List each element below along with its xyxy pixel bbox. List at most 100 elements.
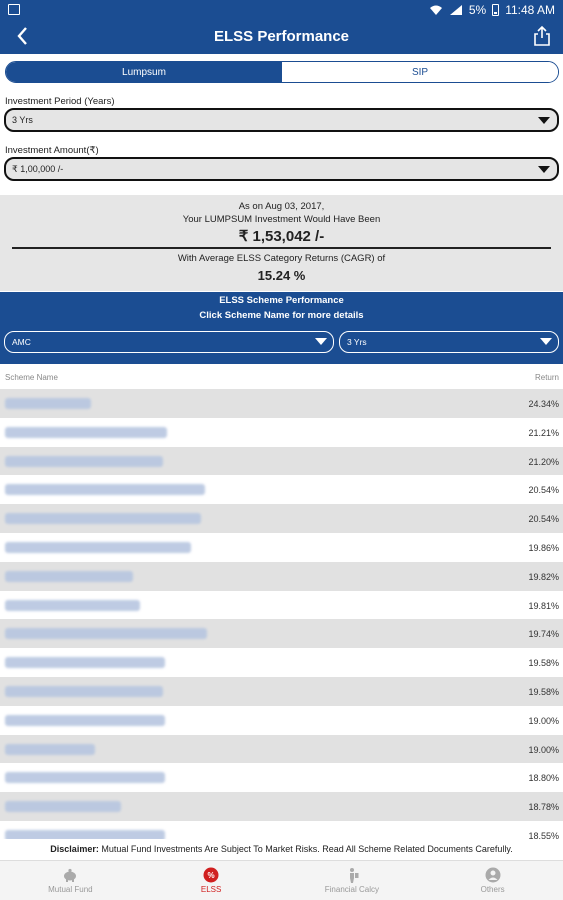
nav-label: Others	[480, 885, 505, 894]
chevron-down-icon	[538, 117, 550, 124]
investment-amount-value: ₹ 1,00,000 /-	[12, 163, 64, 174]
table-row[interactable]: 18.80%	[0, 763, 563, 793]
table-row[interactable]: 20.54%	[0, 475, 563, 505]
scheme-return: 20.54%	[528, 514, 559, 525]
final-amount: ₹ 1,53,042 /-	[238, 228, 325, 245]
scheme-list: 24.34% 21.21% 21.20% 20.54% 20.54% 19.86…	[0, 389, 563, 839]
battery-icon	[492, 4, 500, 16]
column-scheme-name: Scheme Name	[5, 373, 58, 382]
chevron-down-icon	[538, 166, 550, 173]
share-icon[interactable]	[533, 25, 551, 47]
table-row[interactable]: 19.58%	[0, 676, 563, 706]
user-icon	[485, 867, 501, 883]
tab-lumpsum[interactable]: Lumpsum	[6, 62, 282, 82]
scheme-return: 19.00%	[528, 744, 559, 755]
nav-label: Mutual Fund	[48, 885, 93, 894]
investment-amount-select[interactable]: ₹ 1,00,000 /-	[4, 157, 559, 181]
table-row[interactable]: 24.34%	[0, 389, 563, 418]
disclaimer: Disclaimer: Mutual Fund Investments Are …	[0, 840, 563, 860]
scheme-name-redacted[interactable]	[5, 599, 140, 611]
scheme-return: 19.58%	[528, 686, 559, 697]
table-row[interactable]: 18.55%	[0, 820, 563, 839]
app-bar: ELSS Performance	[0, 20, 563, 54]
table-row[interactable]: 21.21%	[0, 417, 563, 447]
investment-period-value: 3 Yrs	[12, 115, 33, 125]
wifi-icon	[429, 5, 442, 15]
scheme-name-redacted[interactable]	[5, 628, 207, 640]
table-row[interactable]: 19.00%	[0, 705, 563, 735]
table-row[interactable]: 19.58%	[0, 648, 563, 677]
amc-filter-value: AMC	[12, 337, 31, 347]
table-row[interactable]: 20.54%	[0, 504, 563, 533]
piggy-bank-icon	[64, 868, 77, 882]
scheme-name-redacted[interactable]	[5, 714, 165, 726]
scheme-name-redacted[interactable]	[5, 570, 133, 582]
scheme-return: 24.34%	[528, 399, 559, 409]
scheme-name-redacted[interactable]	[5, 801, 121, 813]
back-arrow-icon[interactable]	[12, 24, 34, 48]
scheme-return: 18.80%	[528, 773, 559, 784]
bottom-navigation: Mutual Fund % ELSS Financial Calcy Other…	[0, 860, 563, 900]
nav-others[interactable]: Others	[422, 861, 563, 900]
scheme-name-redacted[interactable]	[5, 685, 163, 697]
chevron-down-icon	[540, 338, 552, 345]
page-title: ELSS Performance	[213, 28, 350, 45]
period-filter-select[interactable]: 3 Yrs	[339, 331, 559, 353]
scheme-name-redacted[interactable]	[5, 426, 167, 438]
svg-text:%: %	[208, 871, 215, 880]
scheme-name-redacted[interactable]	[5, 541, 191, 553]
table-row[interactable]: 21.20%	[0, 446, 563, 476]
scheme-return: 18.55%	[528, 830, 559, 839]
table-row[interactable]: 19.74%	[0, 619, 563, 649]
scheme-return: 21.21%	[528, 427, 559, 438]
person-calc-icon	[349, 868, 359, 883]
nav-label: Financial Calcy	[324, 885, 379, 894]
scheme-return: 20.54%	[528, 485, 559, 496]
scheme-name-redacted[interactable]	[5, 398, 91, 409]
column-return: Return	[534, 373, 559, 382]
table-row[interactable]: 19.82%	[0, 561, 563, 591]
nav-elss[interactable]: % ELSS	[141, 861, 282, 900]
scheme-return: 19.74%	[528, 629, 559, 640]
investment-summary: As on Aug 03, 2017, Your LUMPSUM Investm…	[0, 195, 563, 291]
scheme-return: 21.20%	[528, 456, 559, 467]
scheme-return: 19.00%	[528, 715, 559, 726]
scheme-return: 19.58%	[528, 658, 559, 669]
scheme-performance-header: ELSS Scheme Performance Click Scheme Nam…	[0, 292, 563, 364]
scheme-name-redacted[interactable]	[5, 484, 205, 496]
disclaimer-label: Disclaimer:	[50, 844, 99, 854]
period-filter-value: 3 Yrs	[347, 337, 367, 347]
amc-filter-select[interactable]: AMC	[4, 331, 334, 353]
list-header: Scheme Name Return	[0, 364, 563, 389]
table-row[interactable]: 19.81%	[0, 590, 563, 620]
investment-period-select[interactable]: 3 Yrs	[4, 108, 559, 132]
summary-caption: Your LUMPSUM Investment Would Have Been	[182, 214, 381, 225]
clock: 11:48 AM	[505, 3, 555, 17]
scheme-return: 18.78%	[528, 802, 559, 813]
scheme-name-redacted[interactable]	[5, 772, 165, 784]
table-row[interactable]: 19.86%	[0, 532, 563, 562]
scheme-return: 19.82%	[528, 571, 559, 582]
status-right: 5% 11:48 AM	[429, 3, 555, 17]
scheme-name-redacted[interactable]	[5, 455, 163, 467]
nav-mutual-fund[interactable]: Mutual Fund	[0, 861, 141, 900]
performance-subtitle: Click Scheme Name for more details	[199, 310, 364, 321]
tax-percent-icon: %	[203, 867, 219, 883]
battery-percent: 5%	[468, 3, 487, 17]
investment-amount-label: Investment Amount(₹)	[5, 145, 99, 156]
table-row[interactable]: 19.00%	[0, 734, 563, 764]
cagr-label: With Average ELSS Category Returns (CAGR…	[177, 253, 386, 264]
tab-sip[interactable]: SIP	[282, 62, 558, 82]
disclaimer-text: Mutual Fund Investments Are Subject To M…	[101, 844, 513, 854]
divider	[12, 247, 551, 249]
scheme-name-redacted[interactable]	[5, 657, 165, 669]
scheme-return: 19.81%	[528, 600, 559, 611]
status-bar: 5% 11:48 AM	[0, 0, 563, 20]
scheme-name-redacted[interactable]	[5, 829, 165, 839]
table-row[interactable]: 18.78%	[0, 792, 563, 821]
nav-financial-calcy[interactable]: Financial Calcy	[282, 861, 423, 900]
investment-type-tabs: Lumpsum SIP	[5, 61, 559, 83]
chevron-down-icon	[315, 338, 327, 345]
scheme-name-redacted[interactable]	[5, 513, 201, 525]
scheme-name-redacted[interactable]	[5, 743, 95, 755]
